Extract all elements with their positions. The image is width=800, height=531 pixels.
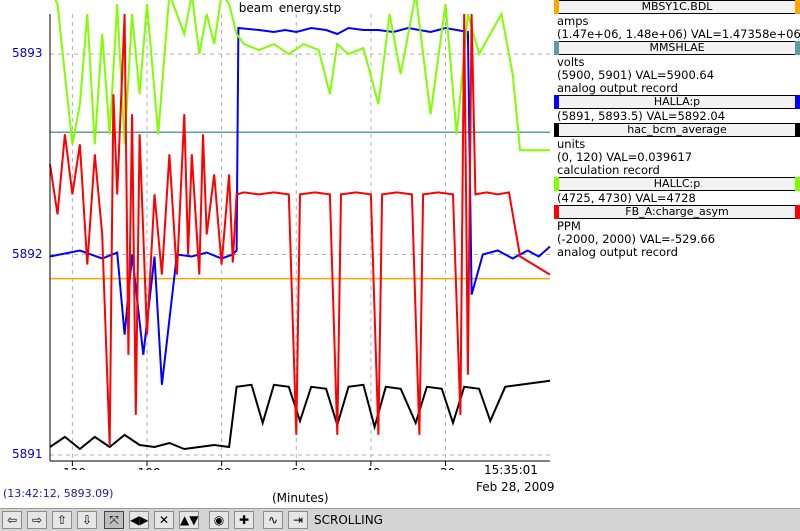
zoom-in-both-icon[interactable]: ⤧	[104, 511, 124, 529]
legend-detail: calculation record	[557, 163, 660, 177]
graph-icon[interactable]: ∿	[263, 511, 283, 529]
cursor-readout: (13:42:12, 5893.09)	[3, 487, 114, 500]
legend-name-text: HALLC:p	[653, 177, 701, 190]
x-axis-label: (Minutes)	[272, 491, 329, 505]
legend-name: HALLC:p	[554, 177, 800, 191]
y-tick-label: 5892	[12, 246, 43, 261]
mode-label: SCROLLING	[314, 513, 383, 527]
legend-swatch	[795, 41, 800, 55]
x-tick-label: -80	[212, 466, 232, 470]
scroll-mode-icon[interactable]: ⇥	[288, 511, 308, 529]
arrow-left-icon[interactable]: ⇦	[2, 511, 22, 529]
legend-detail: (4725, 4730) VAL=4728	[557, 191, 696, 205]
legend-name-text: FB_A:charge_asym	[625, 205, 729, 218]
arrow-right-icon[interactable]: ⇨	[27, 511, 47, 529]
legend-swatch	[554, 205, 559, 219]
zoom-out-both-icon[interactable]: ✕	[154, 511, 174, 529]
legend-entry-halla-p[interactable]: HALLA:p (5891, 5893.5) VAL=5892.04	[554, 95, 800, 123]
legend-swatch	[795, 177, 800, 191]
x-tick-label: -40	[361, 466, 381, 470]
toolbar: ⇦ ⇨ ⇧ ⇩ ⤧ ◀▶ ✕ ▲▼ ◉ ✚ ∿ ⇥ SCROLLING	[0, 508, 800, 531]
y-tick-label: 5891	[12, 446, 43, 461]
series-line-halla-p	[49, 26, 551, 385]
legend-name-text: hac_bcm_average	[627, 123, 727, 136]
legend-swatch	[554, 41, 559, 55]
arrow-down-icon[interactable]: ⇩	[77, 511, 97, 529]
legend-detail: PPM	[557, 219, 581, 233]
x-tick-label: -100	[133, 466, 160, 470]
legend-swatch	[795, 205, 800, 219]
x-tick-label: -20	[436, 466, 456, 470]
series-line-hallc-p	[54, 0, 550, 152]
x-axis-end-date: Feb 28, 2009	[476, 480, 555, 494]
series-lines	[49, 0, 551, 451]
legend-swatch	[554, 177, 559, 191]
stop-icon[interactable]: ◉	[209, 511, 229, 529]
strip-chart[interactable]: -120 -100 -80 -60 -40 -20	[0, 0, 554, 470]
x-tick-label: -60	[286, 466, 306, 470]
legend-detail: (5891, 5893.5) VAL=5892.04	[557, 109, 726, 123]
legend-detail: (-2000, 2000) VAL=-529.66	[557, 232, 716, 246]
x-tick-label: -120	[59, 466, 86, 470]
legend-detail: amps	[557, 14, 589, 28]
legend-entry-hallc-p[interactable]: HALLC:p (4725, 4730) VAL=4728	[554, 177, 800, 205]
series-line-fb-a-charge-asym	[49, 13, 551, 446]
legend-swatch	[554, 123, 559, 137]
legend-entry-mbsy1c-bdl[interactable]: MBSY1C.BDL amps (1.47e+06, 1.48e+06) VAL=1…	[554, 0, 800, 41]
legend-swatch	[554, 0, 559, 14]
add-icon[interactable]: ✚	[234, 511, 254, 529]
legend-name: hac_bcm_average	[554, 123, 800, 137]
y-tick-label: 5893	[12, 46, 43, 61]
legend-swatch	[554, 95, 559, 109]
legend-name-text: MBSY1C.BDL	[641, 0, 713, 13]
legend-name: HALLA:p	[554, 95, 800, 109]
legend-name: FB_A:charge_asym	[554, 205, 800, 219]
legend-detail: (0, 120) VAL=0.039617	[557, 150, 693, 164]
legend-entry-mmshlae[interactable]: MMSHLAE volts (5900, 5901) VAL=5900.64 anal…	[554, 41, 800, 95]
legend-entry-fb-a-charge-asym[interactable]: FB_A:charge_asym PPM (-2000, 2000) VAL=-52…	[554, 205, 800, 259]
legend-detail: analog output record	[557, 81, 678, 95]
x-axis-end-time: 15:35:01	[484, 463, 538, 477]
series-line-hac-bcm-average	[49, 379, 551, 451]
legend-detail: (1.47e+06, 1.48e+06) VAL=1.47358e+06	[557, 27, 800, 41]
legend-name-text: HALLA:p	[653, 95, 701, 108]
legend-detail: (5900, 5901) VAL=5900.64	[557, 68, 715, 82]
zoom-vertical-icon[interactable]: ▲▼	[179, 511, 199, 529]
legend-detail: volts	[557, 55, 585, 69]
legend-detail: analog output record	[557, 245, 678, 259]
legend-swatch	[795, 0, 800, 14]
plot-title: beam_energy.stp	[238, 1, 342, 15]
legend-panel: MBSY1C.BDL amps (1.47e+06, 1.48e+06) VAL=1…	[554, 0, 800, 259]
legend-name: MMSHLAE	[554, 41, 800, 55]
legend-name: MBSY1C.BDL	[554, 0, 800, 14]
arrow-up-icon[interactable]: ⇧	[52, 511, 72, 529]
legend-swatch	[795, 123, 800, 137]
x-ticks: -120 -100 -80 -60 -40 -20	[59, 461, 456, 470]
legend-swatch	[795, 95, 800, 109]
legend-detail: units	[557, 137, 586, 151]
legend-name-text: MMSHLAE	[649, 41, 705, 54]
zoom-horizontal-icon[interactable]: ◀▶	[129, 511, 149, 529]
